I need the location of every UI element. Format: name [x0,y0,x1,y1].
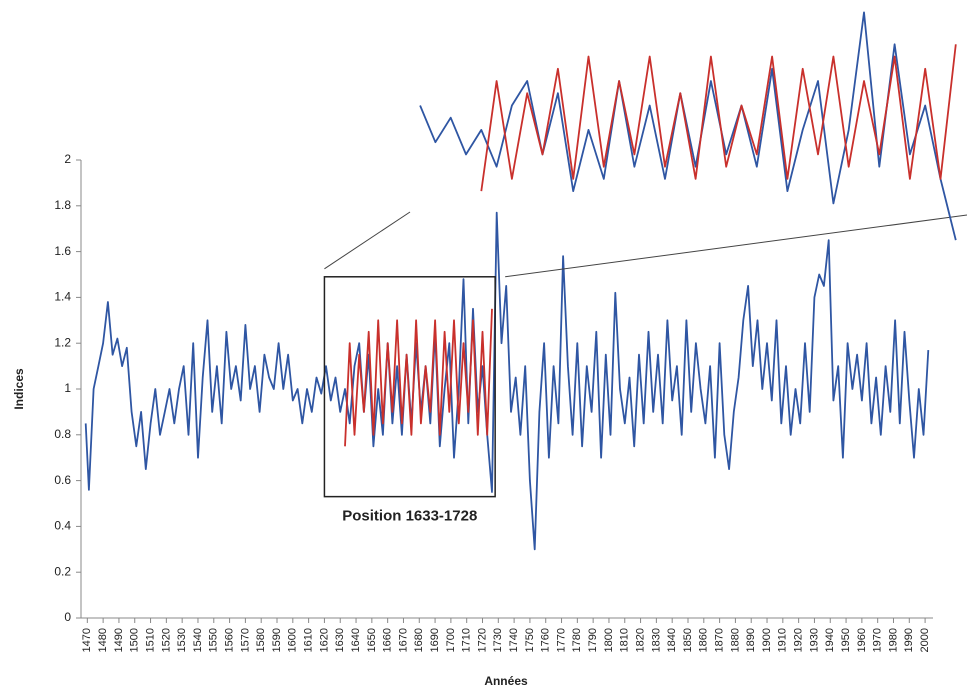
x-tick-label: 1730 [492,628,504,652]
x-tick-label: 1560 [223,628,235,652]
x-tick-label: 1470 [81,628,93,652]
x-tick-label: 1530 [176,628,188,652]
x-tick-label: 1700 [445,628,457,652]
x-tick-label: 1740 [508,628,520,652]
x-tick-label: 1630 [334,628,346,652]
x-tick-label: 1620 [318,628,330,652]
x-tick-label: 1640 [350,628,362,652]
x-tick-label: 2000 [919,628,931,652]
x-tick-label: 1800 [603,628,615,652]
x-tick-label: 1550 [208,628,220,652]
x-axis-label: Années [484,674,528,688]
x-tick-label: 1890 [745,628,757,652]
y-tick-label: 1.2 [54,335,71,349]
x-tick-label: 1930 [808,628,820,652]
y-axis-label: Indices [12,368,26,410]
x-tick-label: 1500 [129,628,141,652]
x-tick-label: 1780 [571,628,583,652]
x-tick-label: 1920 [793,628,805,652]
x-tick-label: 1650 [366,628,378,652]
inset-line [419,11,957,241]
x-tick-label: 1720 [476,628,488,652]
x-tick-label: 1670 [397,628,409,652]
x-tick-label: 1580 [255,628,267,652]
x-tick-label: 1790 [587,628,599,652]
x-tick-label: 1600 [287,628,299,652]
y-tick-label: 0.6 [54,473,71,487]
x-tick-label: 1850 [682,628,694,652]
x-tick-label: 1490 [113,628,125,652]
y-tick-label: 1.8 [54,198,71,212]
y-tick-label: 2 [64,152,71,166]
y-tick-label: 1.4 [54,290,71,304]
series-line [344,308,493,447]
x-tick-label: 1910 [777,628,789,652]
x-tick-label: 1860 [698,628,710,652]
x-tick-label: 1710 [461,628,473,652]
x-tick-label: 1570 [239,628,251,652]
x-tick-label: 1870 [714,628,726,652]
x-tick-label: 1900 [761,628,773,652]
y-tick-label: 0 [64,610,71,624]
x-tick-label: 1810 [619,628,631,652]
y-tick-label: 1 [64,381,71,395]
x-tick-label: 1610 [303,628,315,652]
x-tick-label: 1820 [634,628,646,652]
zoom-connector [505,214,967,278]
inset-line [480,44,957,192]
zoom-label: Position 1633-1728 [342,508,477,525]
zoom-box [323,276,496,498]
x-tick-label: 1960 [856,628,868,652]
x-tick-label: 1770 [555,628,567,652]
x-tick-label: 1540 [192,628,204,652]
zoom-connector [324,211,411,270]
x-tick-label: 1950 [840,628,852,652]
x-tick-label: 1480 [97,628,109,652]
x-tick-label: 1690 [429,628,441,652]
y-tick-label: 1.6 [54,244,71,258]
x-tick-label: 1520 [160,628,172,652]
x-tick-label: 1830 [650,628,662,652]
x-tick-label: 1750 [524,628,536,652]
x-tick-label: 1510 [144,628,156,652]
y-tick-label: 0.8 [54,427,71,441]
x-tick-label: 1680 [413,628,425,652]
y-tick-label: 0.4 [54,519,71,533]
x-tick-label: 1880 [729,628,741,652]
x-tick-label: 1970 [872,628,884,652]
x-tick-label: 1840 [666,628,678,652]
x-tick-label: 1660 [382,628,394,652]
x-tick-label: 1990 [903,628,915,652]
series-line [84,211,930,551]
y-tick-label: 0.2 [54,564,71,578]
x-tick-label: 1590 [271,628,283,652]
x-tick-label: 1940 [824,628,836,652]
x-tick-label: 1760 [540,628,552,652]
x-tick-label: 1980 [887,628,899,652]
